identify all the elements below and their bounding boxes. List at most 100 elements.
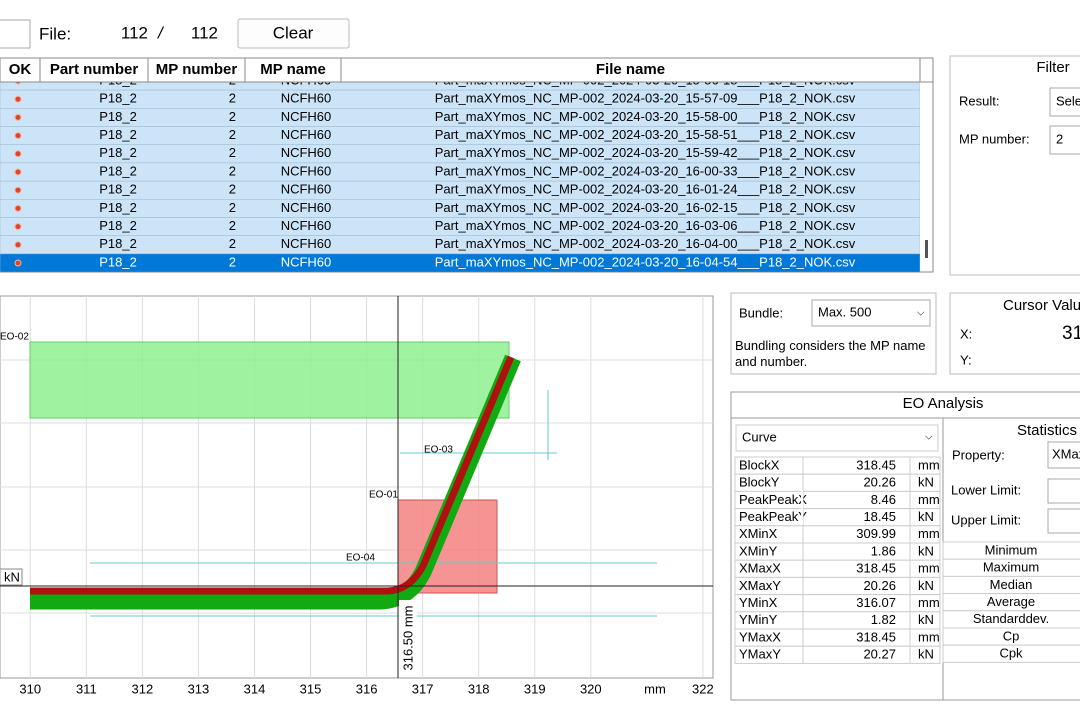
mp-name: NCFH60: [281, 182, 332, 197]
filter-title: Filter: [1036, 59, 1069, 76]
column-header[interactable]: File name: [596, 61, 665, 78]
status-dot: [14, 241, 22, 249]
table-row[interactable]: P18_2 2 NCFH60 Part_maXYmos_NC_MP-002_2024-…: [0, 253, 920, 272]
eo-unit: mm: [918, 561, 940, 576]
file-table: P18_2 2 NCFH60 Part_maXYmos_NC_MP-002_2024-…: [0, 57, 934, 273]
eo-table: BlockX 318.45 mm BlockY 20.26 kN PeakPeakX 8.46…: [734, 456, 941, 664]
x-tick-label: 320: [580, 681, 602, 696]
bundle-label: Bundle:: [739, 305, 783, 320]
x-tick-label: 313: [188, 681, 210, 696]
x-tick-label: 311: [76, 681, 97, 696]
table-body: P18_2 2 NCFH60 Part_maXYmos_NC_MP-002_2024-…: [0, 72, 920, 272]
file-name: Part_maXYmos_NC_MP-002_2024-03-20_16-02-…: [435, 200, 856, 215]
eo-unit: kN: [918, 543, 934, 558]
eo-name: YMinX: [739, 595, 778, 610]
file-name: Part_maXYmos_NC_MP-002_2024-03-20_16-01-…: [435, 182, 856, 197]
file-name: Part_maXYmos_NC_MP-002_2024-03-20_15-59-…: [435, 145, 856, 160]
file-separator: /: [157, 23, 165, 42]
part-number: P18_2: [99, 127, 137, 142]
status-dot: [14, 113, 22, 121]
table-row[interactable]: P18_2 2 NCFH60 Part_maXYmos_NC_MP-002_2024-…: [0, 126, 920, 145]
lower-limit-input[interactable]: [1047, 478, 1080, 504]
cursor-panel: [949, 292, 1080, 375]
eo-name: XMinY: [739, 543, 778, 558]
status-dot: [14, 186, 22, 194]
eo-name: PeakPeakX: [739, 492, 807, 507]
table-row[interactable]: P18_2 2 NCFH60 Part_maXYmos_NC_MP-002_2024-…: [0, 144, 920, 164]
x-tick-label: 316: [356, 681, 378, 696]
x-tick-label: 315: [300, 681, 322, 696]
file-name: Part_maXYmos_NC_MP-002_2024-03-20_15-56-…: [435, 72, 856, 87]
y-unit: kN: [4, 569, 20, 584]
curve-select[interactable]: [735, 424, 939, 452]
file-name: Part_maXYmos_NC_MP-002_2024-03-20_15-57-…: [435, 91, 856, 106]
plot: 310 311 312 313 314 315 316 317 318 319 320 322 EO-…: [0, 295, 714, 696]
mp-number-value: 2: [1056, 131, 1063, 146]
stat-name: Standarddev.: [973, 611, 1049, 626]
file-name: Part_maXYmos_NC_MP-002_2024-03-20_16-03-…: [435, 218, 856, 233]
part-number: P18_2: [99, 254, 137, 269]
eo-value: 20.26: [863, 578, 896, 593]
result-select[interactable]: [1049, 87, 1080, 117]
column-header[interactable]: MP number: [156, 61, 238, 78]
status-dot: [14, 223, 22, 231]
part-number: P18_2: [99, 145, 137, 160]
mp-number-input[interactable]: [1049, 125, 1080, 155]
mp-number: 2: [229, 200, 236, 215]
column-header[interactable]: OK: [9, 61, 32, 78]
eo-label: EO-03: [424, 445, 453, 456]
file-label: File:: [39, 24, 71, 43]
table-row[interactable]: P18_2 2 NCFH60 Part_maXYmos_NC_MP-002_2024-…: [0, 199, 920, 218]
bundle-select[interactable]: [811, 299, 931, 327]
file-total: 112: [191, 23, 218, 42]
eo-unit: kN: [918, 578, 934, 593]
eo-unit: kN: [918, 612, 934, 627]
eo-label: EO-04: [346, 553, 375, 564]
clear-button[interactable]: [237, 18, 350, 49]
eo-unit: mm: [918, 457, 940, 472]
mp-number: 2: [229, 109, 236, 124]
table-row[interactable]: P18_2 2 NCFH60 Part_maXYmos_NC_MP-002_2024-…: [0, 162, 920, 182]
table-row[interactable]: P18_2 2 NCFH60 Part_maXYmos_NC_MP-002_2024-…: [0, 108, 920, 127]
cursor-title: Cursor Valu: [1003, 297, 1080, 314]
part-number: P18_2: [99, 236, 137, 251]
property-select[interactable]: [1047, 441, 1080, 469]
eo-name: PeakPeakY: [739, 509, 807, 524]
table-row[interactable]: P18_2 2 NCFH60 Part_maXYmos_NC_MP-002_2024-…: [0, 89, 920, 109]
eo-unit: kN: [918, 509, 934, 524]
eo-name: XMinX: [739, 526, 778, 541]
x-tick-label: 314: [244, 681, 266, 696]
mp-name: NCFH60: [281, 72, 332, 87]
table-row[interactable]: P18_2 2 NCFH60 Part_maXYmos_NC_MP-002_2024-…: [0, 180, 920, 200]
status-dot: [14, 204, 22, 212]
mp-name: NCFH60: [281, 236, 332, 251]
part-number: P18_2: [99, 163, 137, 178]
eo-unit: kN: [918, 647, 934, 662]
name-clip: [801, 490, 803, 524]
column-header[interactable]: Part number: [50, 61, 139, 78]
eo-value: 1.86: [871, 543, 896, 558]
status-dot: [14, 168, 22, 176]
table-row[interactable]: P18_2 2 NCFH60 Part_maXYmos_NC_MP-002_2024-…: [0, 217, 920, 236]
upper-limit-input[interactable]: [1047, 508, 1080, 534]
mp-name: NCFH60: [281, 200, 332, 215]
mp-name: NCFH60: [281, 254, 332, 269]
stat-name: Cp: [1003, 628, 1020, 643]
eo-unit: mm: [918, 595, 940, 610]
column-header[interactable]: MP name: [260, 61, 326, 78]
eo-value: 309.99: [856, 526, 896, 541]
eo-value: 8.46: [871, 492, 896, 507]
eo-unit: mm: [918, 492, 940, 507]
file-name: Part_maXYmos_NC_MP-002_2024-03-20_16-04-…: [435, 236, 856, 251]
file-current: 112: [121, 23, 148, 42]
eo-value: 316.07: [856, 595, 896, 610]
table-row[interactable]: P18_2 2 NCFH60 Part_maXYmos_NC_MP-002_2024-…: [0, 235, 920, 255]
x-tick-label: 319: [524, 681, 546, 696]
x-tick-label: 310: [19, 681, 41, 696]
file-box[interactable]: [0, 19, 31, 49]
status-dot: [14, 132, 22, 140]
table-header: [0, 57, 934, 83]
result-label: Result:: [959, 93, 999, 108]
eo-name: BlockX: [739, 457, 780, 472]
